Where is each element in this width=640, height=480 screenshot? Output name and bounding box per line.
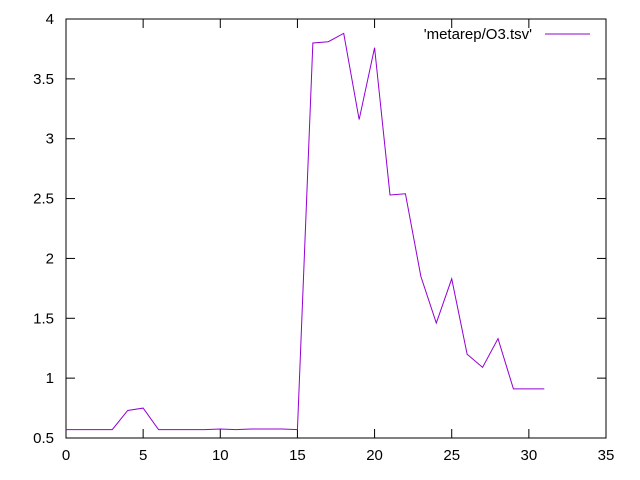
y-tick-label: 2	[46, 250, 54, 267]
x-tick-label: 10	[212, 447, 229, 464]
x-tick-label: 20	[366, 447, 383, 464]
x-tick-label: 5	[139, 447, 147, 464]
ticks-layer: 0 5 10 15 20 25 30 35 0.5 1 1.5 2 2.5 3 3.5 4	[33, 11, 614, 464]
legend: 'metarep/O3.tsv'	[424, 26, 590, 43]
x-tick-label: 35	[598, 447, 615, 464]
series-line	[66, 32, 545, 431]
y-tick-label: 1.5	[33, 310, 54, 327]
x-tick-label: 0	[62, 447, 70, 464]
y-tick-label: 4	[46, 11, 54, 28]
y-tick-label: 3	[46, 131, 54, 148]
plot-layer	[65, 18, 607, 439]
series-layer	[66, 32, 545, 431]
plot-frame	[65, 18, 607, 439]
x-tick-label: 25	[443, 447, 460, 464]
x-tick-label: 15	[289, 447, 306, 464]
y-tick-label: 1	[46, 370, 54, 387]
x-tick-label: 30	[521, 447, 538, 464]
y-tick-label: 2.5	[33, 191, 54, 208]
legend-label: 'metarep/O3.tsv'	[424, 26, 532, 43]
y-tick-label: 3.5	[33, 71, 54, 88]
y-tick-label: 0.5	[33, 430, 54, 447]
